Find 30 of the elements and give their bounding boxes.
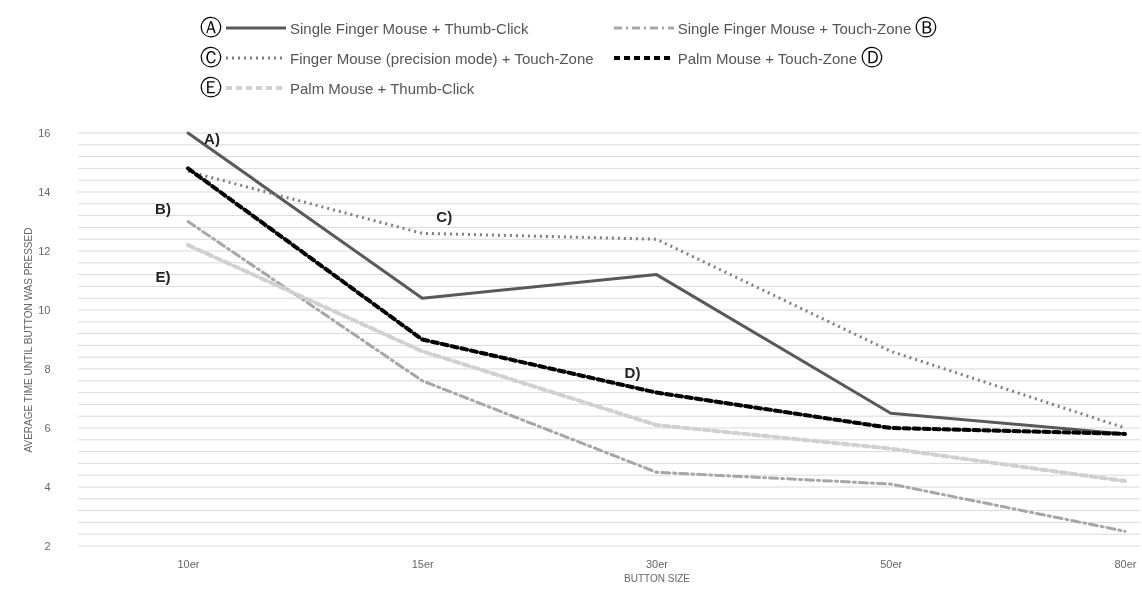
x-axis-title: BUTTON SIZE [624, 572, 691, 584]
x-tick-label: 50er [880, 557, 903, 570]
y-tick-label: 14 [38, 185, 51, 198]
annotation: D) [624, 363, 641, 381]
annotation: A) [204, 130, 220, 147]
y-tick-label: 4 [44, 480, 51, 493]
x-tick-label: 15er [411, 557, 435, 570]
y-tick-label: 2 [44, 539, 51, 552]
y-tick-label: 6 [44, 421, 51, 434]
legend-label: Finger Mouse (precision mode) + Touch-Zone [290, 49, 594, 67]
text: Ⓓ [861, 45, 884, 70]
legend-label: Palm Mouse + Thumb-Click [290, 79, 475, 97]
text: Ⓐ [200, 15, 222, 40]
legend-label: Palm Mouse + Touch-Zone [677, 49, 858, 67]
annotation: C) [436, 208, 453, 226]
annotation: E) [155, 268, 171, 286]
text: Ⓔ [200, 75, 222, 100]
x-tick-label: 10er [177, 557, 200, 570]
legend-label: Single Finger Mouse + Thumb-Click [290, 19, 529, 37]
annotation: B) [155, 199, 171, 217]
y-axis-title: AVERAGE TIME UNTIL BUTTON WAS PRESSED [23, 227, 35, 453]
y-tick-label: 8 [44, 362, 51, 375]
text: Ⓒ [200, 45, 222, 70]
y-tick-label: 10 [38, 303, 51, 316]
text: Ⓑ [915, 15, 938, 40]
x-tick-label: 30er [645, 557, 669, 570]
y-tick-label: 16 [38, 126, 51, 139]
y-tick-label: 12 [38, 244, 51, 257]
x-tick-label: 80er [1114, 557, 1137, 570]
legend-label: Single Finger Mouse + Touch-Zone [677, 19, 912, 37]
